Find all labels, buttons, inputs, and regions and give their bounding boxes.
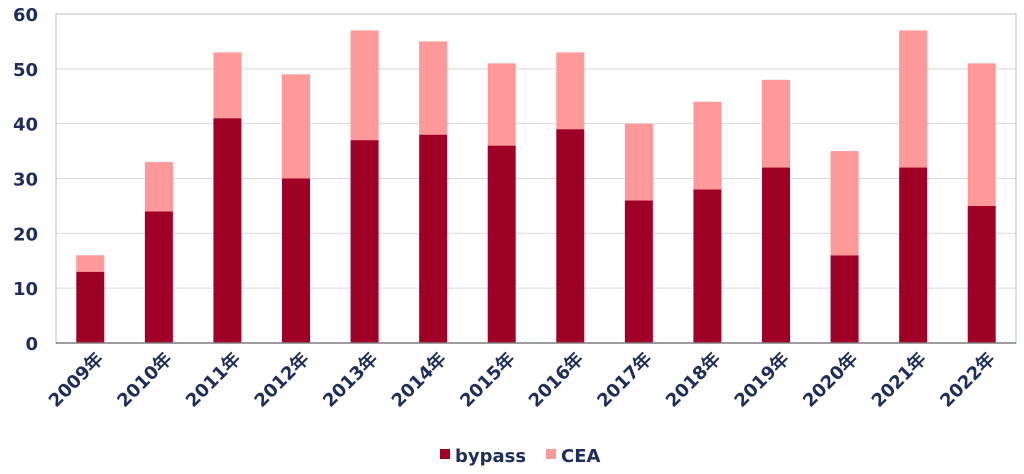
bar-cea-7 xyxy=(556,52,585,130)
x-tick-label: 2009年 xyxy=(44,348,108,412)
legend: bypass CEA xyxy=(440,446,601,467)
y-tick-label: 20 xyxy=(13,224,38,245)
x-tick-label: 2010年 xyxy=(113,348,177,412)
x-tick-label: 2015年 xyxy=(456,348,520,412)
bar-cea-9 xyxy=(693,101,722,190)
bar-cea-13 xyxy=(967,63,996,206)
gridlines xyxy=(56,13,1016,289)
bar-bypass-11 xyxy=(830,255,859,343)
bar-bypass-12 xyxy=(899,167,928,343)
x-tick-label: 2021年 xyxy=(867,348,931,412)
bar-cea-1 xyxy=(144,162,173,212)
axes xyxy=(55,13,1017,344)
bar-bypass-13 xyxy=(967,205,996,343)
x-tick-label: 2019年 xyxy=(730,348,794,412)
y-tick-label: 10 xyxy=(13,279,38,300)
bar-cea-12 xyxy=(899,30,928,168)
bar-bypass-4 xyxy=(350,140,379,343)
bar-bypass-10 xyxy=(762,167,790,343)
y-tick-label: 40 xyxy=(13,115,38,136)
bar-bypass-6 xyxy=(487,145,516,343)
legend-swatch-bypass xyxy=(440,449,450,459)
bar-cea-0 xyxy=(76,255,105,272)
y-tick-label: 30 xyxy=(13,170,38,191)
x-tick-label: 2013年 xyxy=(318,348,382,412)
bar-bypass-0 xyxy=(76,271,105,343)
bar-cea-6 xyxy=(487,63,516,146)
bar-cea-11 xyxy=(830,151,859,256)
y-axis-tick-labels: 0 10 20 30 40 50 60 xyxy=(13,5,38,355)
bar-cea-2 xyxy=(213,52,242,119)
x-tick-label: 2018年 xyxy=(661,348,725,412)
legend-label-bypass: bypass xyxy=(455,446,526,467)
y-tick-label: 60 xyxy=(13,5,38,26)
y-tick-label: 50 xyxy=(13,60,38,81)
legend-label-cea: CEA xyxy=(561,446,601,467)
x-tick-label: 2011年 xyxy=(181,348,245,412)
bar-bypass-1 xyxy=(144,211,173,343)
bar-cea-5 xyxy=(419,41,448,135)
bar-bypass-2 xyxy=(213,118,242,343)
y-tick-label: 0 xyxy=(25,334,38,355)
bar-cea-4 xyxy=(350,30,379,141)
bar-bypass-7 xyxy=(556,129,585,343)
x-tick-label: 2012年 xyxy=(250,348,314,412)
x-tick-label: 2014年 xyxy=(387,348,451,412)
bar-bypass-3 xyxy=(282,178,310,343)
bar-cea-10 xyxy=(762,79,790,168)
x-tick-label: 2022年 xyxy=(936,348,1000,412)
bars xyxy=(76,30,996,343)
x-axis-tick-labels: 2009年 2010年 2011年 2012年 2013年 2014年 2015年 2016年… xyxy=(44,348,999,412)
x-tick-label: 2017年 xyxy=(593,348,657,412)
bar-cea-3 xyxy=(282,74,310,179)
x-tick-label: 2020年 xyxy=(798,348,862,412)
legend-swatch-cea xyxy=(546,449,556,459)
bar-bypass-8 xyxy=(624,200,653,343)
bar-bypass-9 xyxy=(693,189,722,343)
bar-bypass-5 xyxy=(419,134,448,343)
bar-cea-8 xyxy=(624,123,653,201)
x-tick-label: 2016年 xyxy=(524,348,588,412)
